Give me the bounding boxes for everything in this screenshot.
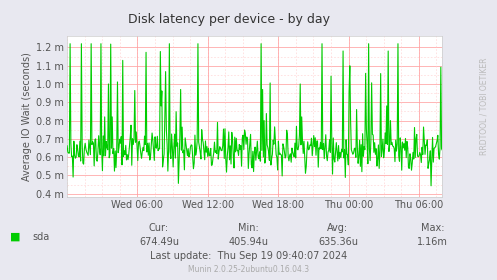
Text: RRDTOOL / TOBI OETIKER: RRDTOOL / TOBI OETIKER <box>479 58 488 155</box>
Text: sda: sda <box>32 232 50 242</box>
Text: 674.49u: 674.49u <box>139 237 179 247</box>
Text: Cur:: Cur: <box>149 223 169 233</box>
Text: 635.36u: 635.36u <box>318 237 358 247</box>
Text: Max:: Max: <box>420 223 444 233</box>
Text: 405.94u: 405.94u <box>229 237 268 247</box>
Text: ■: ■ <box>10 232 20 242</box>
Text: Min:: Min: <box>238 223 259 233</box>
Y-axis label: Average IO Wait (seconds): Average IO Wait (seconds) <box>22 52 32 181</box>
Text: Munin 2.0.25-2ubuntu0.16.04.3: Munin 2.0.25-2ubuntu0.16.04.3 <box>188 265 309 274</box>
Text: Disk latency per device - by day: Disk latency per device - by day <box>128 13 330 25</box>
Text: Last update:  Thu Sep 19 09:40:07 2024: Last update: Thu Sep 19 09:40:07 2024 <box>150 251 347 261</box>
Text: Avg:: Avg: <box>328 223 348 233</box>
Text: 1.16m: 1.16m <box>417 237 448 247</box>
